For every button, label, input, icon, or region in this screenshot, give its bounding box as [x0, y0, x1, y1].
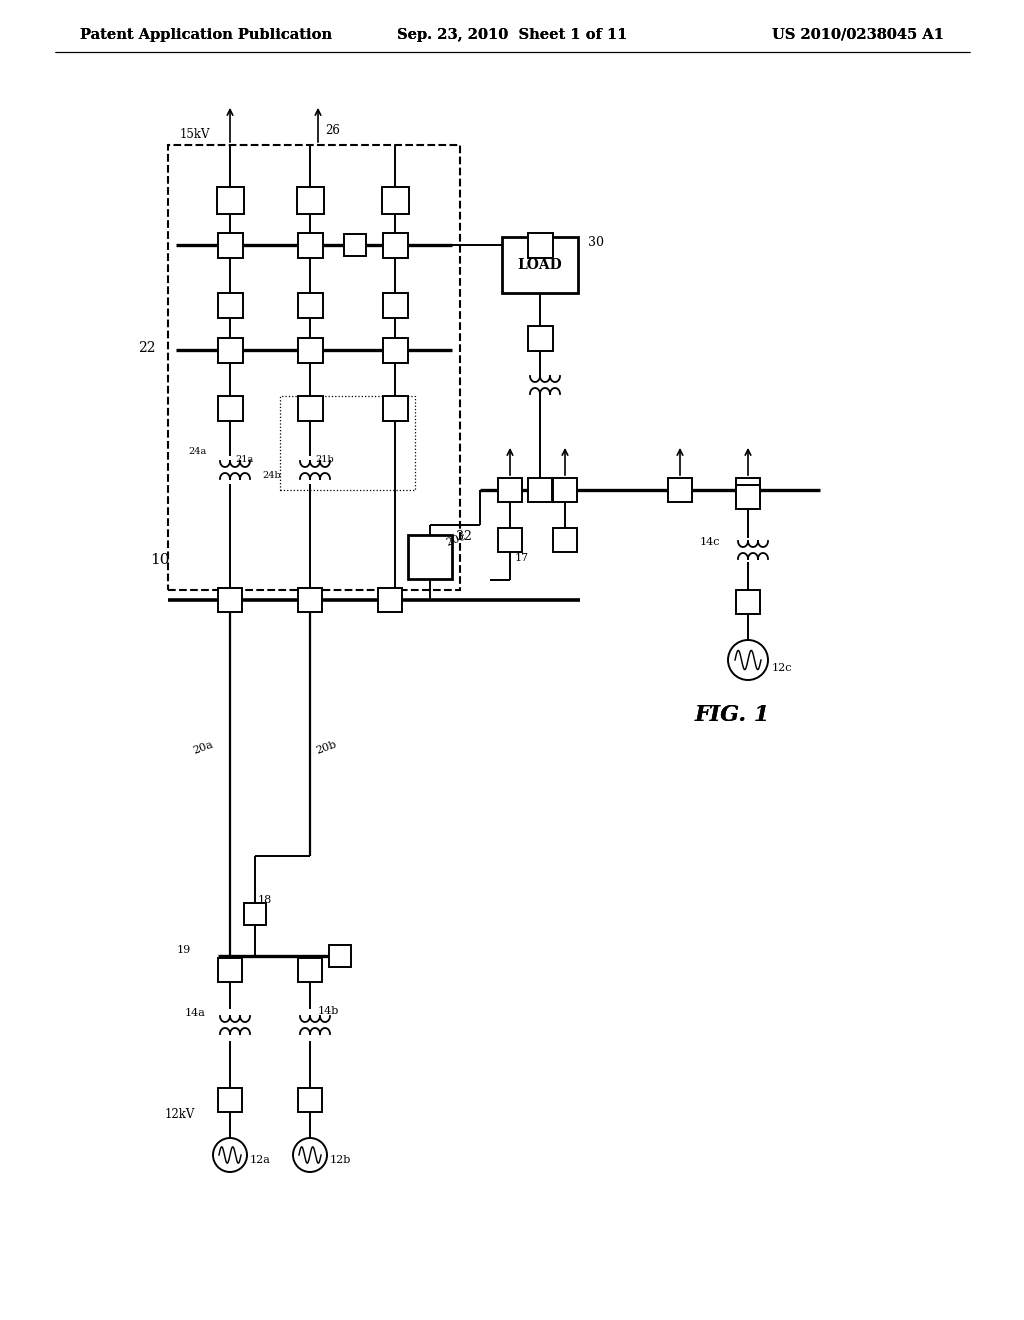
Bar — [298, 396, 323, 421]
Bar — [244, 903, 266, 925]
Bar — [217, 232, 243, 257]
Circle shape — [293, 1138, 327, 1172]
Bar — [383, 293, 408, 318]
Text: 14a: 14a — [185, 1008, 206, 1018]
Bar — [344, 234, 366, 256]
Text: 26: 26 — [325, 124, 340, 136]
Bar — [297, 186, 324, 214]
Circle shape — [213, 1138, 247, 1172]
Bar — [216, 186, 244, 214]
Text: 12c: 12c — [772, 663, 793, 673]
Bar — [498, 528, 522, 552]
Text: 21a: 21a — [234, 455, 253, 465]
Bar — [383, 338, 408, 363]
Bar — [553, 528, 577, 552]
Bar — [528, 478, 552, 502]
Text: 12b: 12b — [330, 1155, 351, 1166]
Text: 17: 17 — [515, 553, 529, 564]
Bar — [382, 186, 409, 214]
Text: FIG. 1: FIG. 1 — [695, 704, 770, 726]
Bar — [736, 484, 760, 510]
Bar — [329, 945, 351, 968]
Bar — [498, 478, 522, 502]
Text: Patent Application Publication: Patent Application Publication — [80, 28, 332, 42]
Circle shape — [728, 640, 768, 680]
Text: Patent Application Publication: Patent Application Publication — [80, 28, 332, 42]
Text: 18: 18 — [258, 895, 272, 906]
Bar — [383, 396, 408, 421]
Text: Sep. 23, 2010  Sheet 1 of 11: Sep. 23, 2010 Sheet 1 of 11 — [396, 28, 628, 42]
Text: 14c: 14c — [700, 537, 721, 546]
Bar — [298, 232, 323, 257]
Bar — [298, 587, 322, 612]
Bar — [218, 958, 242, 982]
Bar — [502, 238, 578, 293]
Bar — [736, 478, 760, 502]
Text: 24b: 24b — [262, 470, 281, 479]
Bar — [553, 478, 577, 502]
Text: 20c: 20c — [445, 532, 468, 548]
Text: US 2010/0238045 A1: US 2010/0238045 A1 — [772, 28, 944, 42]
Bar — [527, 326, 553, 351]
Bar — [217, 293, 243, 318]
Bar — [298, 338, 323, 363]
Text: 30: 30 — [588, 236, 604, 249]
Text: 12kV: 12kV — [165, 1109, 196, 1122]
Text: 14b: 14b — [318, 1006, 339, 1016]
Bar — [217, 338, 243, 363]
Text: 20b: 20b — [315, 739, 339, 756]
Bar — [217, 396, 243, 421]
Bar — [298, 1088, 322, 1111]
Bar — [408, 535, 452, 579]
Text: 20a: 20a — [193, 739, 215, 756]
Bar — [298, 958, 322, 982]
Bar — [378, 587, 402, 612]
Text: 21b: 21b — [315, 455, 334, 465]
Text: 19: 19 — [177, 945, 191, 954]
Bar — [218, 587, 242, 612]
Bar — [527, 232, 553, 257]
Text: 10: 10 — [150, 553, 170, 568]
Bar — [218, 1088, 242, 1111]
Text: 15kV: 15kV — [180, 128, 211, 141]
Bar — [736, 590, 760, 614]
Bar — [668, 478, 692, 502]
Text: Sep. 23, 2010  Sheet 1 of 11: Sep. 23, 2010 Sheet 1 of 11 — [396, 28, 628, 42]
Text: 32: 32 — [456, 531, 472, 544]
Text: LOAD: LOAD — [517, 257, 562, 272]
Text: 22: 22 — [138, 341, 156, 355]
Text: FIG. 1: FIG. 1 — [695, 704, 770, 726]
Text: 24a: 24a — [188, 447, 206, 457]
Text: 12a: 12a — [250, 1155, 271, 1166]
Text: US 2010/0238045 A1: US 2010/0238045 A1 — [772, 28, 944, 42]
Bar — [298, 293, 323, 318]
Bar — [383, 232, 408, 257]
